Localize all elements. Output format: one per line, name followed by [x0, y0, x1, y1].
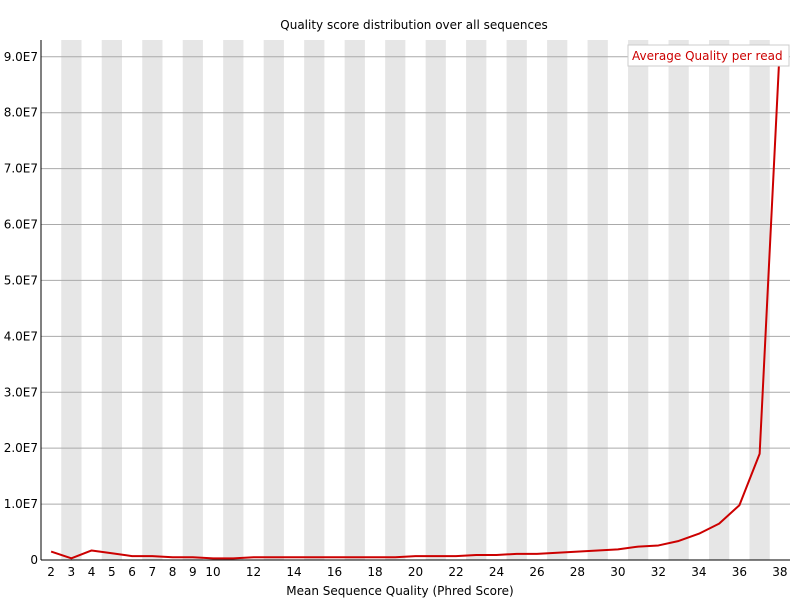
band-19	[385, 40, 406, 560]
y-tick-label-1: 1.0E7	[4, 497, 38, 511]
band-31	[628, 40, 649, 560]
chart-title: Quality score distribution over all sequ…	[280, 18, 547, 32]
y-tick-label-2: 2.0E7	[4, 441, 38, 455]
band-7	[142, 40, 163, 560]
band-21	[425, 40, 446, 560]
y-tick-label-3: 3.0E7	[4, 385, 38, 399]
y-tick-label-6: 6.0E7	[4, 218, 38, 232]
x-axis-label: Mean Sequence Quality (Phred Score)	[286, 584, 514, 598]
band-23	[466, 40, 487, 560]
legend: Average Quality per read	[627, 44, 790, 67]
y-tick-label-0: 0	[30, 553, 38, 567]
band-33	[668, 40, 689, 560]
band-15	[304, 40, 325, 560]
y-tick-label-4: 4.0E7	[4, 329, 38, 343]
x-tick-label-4: 4	[88, 565, 96, 579]
band-11	[223, 40, 244, 560]
x-tick-label-36: 36	[732, 565, 747, 579]
x-tick-label-2: 2	[47, 565, 55, 579]
legend-box	[627, 44, 790, 67]
x-tick-label-26: 26	[529, 565, 544, 579]
gridlines	[41, 56, 790, 505]
band-27	[547, 40, 568, 560]
x-tick-label-18: 18	[367, 565, 382, 579]
x-tick-label-9: 9	[189, 565, 197, 579]
band-3	[61, 40, 82, 560]
x-tick-label-5: 5	[108, 565, 116, 579]
band-5	[101, 40, 122, 560]
x-tick-label-12: 12	[246, 565, 261, 579]
x-tick-label-6: 6	[128, 565, 136, 579]
band-35	[709, 40, 730, 560]
x-tick-label-20: 20	[408, 565, 423, 579]
y-tick-label-8: 8.0E7	[4, 106, 38, 120]
x-tick-label-38: 38	[772, 565, 787, 579]
y-tick-label-9: 9.0E7	[4, 50, 38, 64]
legend-entry-average-quality: Average Quality per read	[632, 49, 783, 63]
x-tick-label-28: 28	[570, 565, 585, 579]
band-9	[182, 40, 203, 560]
x-tick-label-7: 7	[149, 565, 157, 579]
x-tick-labels: 2 3 4 5 6 7 8 9 10 12 14 16 18 20 22 24 26 28 30 32 34 36 38	[47, 565, 787, 579]
x-tick-label-8: 8	[169, 565, 177, 579]
series-line-average-quality	[50, 45, 781, 560]
x-tick-label-34: 34	[691, 565, 706, 579]
series-lines	[50, 45, 781, 560]
x-tick-label-3: 3	[68, 565, 76, 579]
x-tick-label-32: 32	[651, 565, 666, 579]
y-tick-label-5: 5.0E7	[4, 273, 38, 287]
x-tick-label-10: 10	[205, 565, 220, 579]
band-29	[587, 40, 608, 560]
x-tick-label-24: 24	[489, 565, 504, 579]
y-tick-labels: 0 1.0E7 2.0E7 3.0E7 4.0E7 5.0E7 6.0E7 7.0E7 8.0E…	[4, 50, 38, 567]
x-tick-label-16: 16	[327, 565, 342, 579]
band-13	[263, 40, 284, 560]
y-tick-label-7: 7.0E7	[4, 162, 38, 176]
axes	[40, 40, 790, 561]
x-tick-label-22: 22	[448, 565, 463, 579]
background-bands	[61, 40, 770, 560]
band-37	[749, 40, 770, 560]
band-17	[344, 40, 365, 560]
band-25	[506, 40, 527, 560]
x-tick-label-14: 14	[286, 565, 301, 579]
x-tick-label-30: 30	[610, 565, 625, 579]
